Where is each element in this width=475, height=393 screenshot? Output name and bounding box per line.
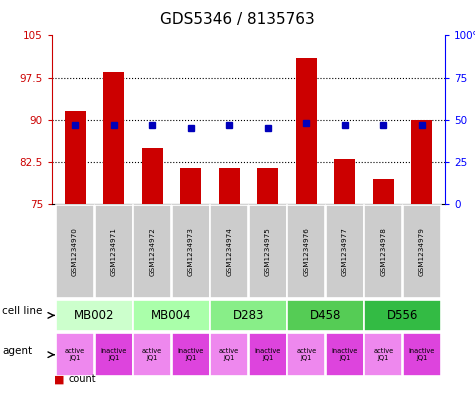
Text: active
JQ1: active JQ1 xyxy=(296,348,316,362)
Text: D556: D556 xyxy=(387,309,418,322)
Bar xyxy=(334,159,355,204)
Text: GSM1234972: GSM1234972 xyxy=(149,227,155,276)
Text: ■: ■ xyxy=(54,374,65,384)
Text: inactive
JQ1: inactive JQ1 xyxy=(255,348,281,362)
Bar xyxy=(249,205,286,298)
Bar xyxy=(287,333,325,376)
Text: GSM1234979: GSM1234979 xyxy=(419,227,425,276)
Bar xyxy=(210,333,248,376)
Bar xyxy=(210,300,286,331)
Bar xyxy=(287,205,325,298)
Text: inactive
JQ1: inactive JQ1 xyxy=(408,348,435,362)
Text: MB004: MB004 xyxy=(151,309,192,322)
Text: MB002: MB002 xyxy=(74,309,114,322)
Text: GDS5346 / 8135763: GDS5346 / 8135763 xyxy=(160,12,315,27)
Bar xyxy=(133,300,209,331)
Text: GSM1234974: GSM1234974 xyxy=(226,227,232,276)
Bar xyxy=(142,148,163,204)
Text: active
JQ1: active JQ1 xyxy=(219,348,239,362)
Bar xyxy=(56,300,133,331)
Bar xyxy=(56,333,94,376)
Bar xyxy=(103,72,124,204)
Bar xyxy=(65,112,86,204)
Text: count: count xyxy=(68,374,96,384)
Bar xyxy=(133,205,171,298)
Bar xyxy=(326,205,364,298)
Text: GSM1234971: GSM1234971 xyxy=(111,227,117,276)
Bar xyxy=(287,300,364,331)
Bar xyxy=(95,205,133,298)
Text: active
JQ1: active JQ1 xyxy=(373,348,393,362)
Text: GSM1234976: GSM1234976 xyxy=(304,227,309,276)
Text: D458: D458 xyxy=(310,309,341,322)
Text: GSM1234973: GSM1234973 xyxy=(188,227,194,276)
Bar xyxy=(326,333,364,376)
Bar xyxy=(257,168,278,204)
Bar xyxy=(403,205,441,298)
Bar xyxy=(56,205,94,298)
Text: inactive
JQ1: inactive JQ1 xyxy=(100,348,127,362)
Text: active
JQ1: active JQ1 xyxy=(65,348,85,362)
Bar xyxy=(373,179,394,204)
Bar xyxy=(95,333,133,376)
Bar xyxy=(403,333,441,376)
Bar xyxy=(218,168,240,204)
Text: inactive
JQ1: inactive JQ1 xyxy=(178,348,204,362)
Text: D283: D283 xyxy=(233,309,264,322)
Bar xyxy=(210,205,248,298)
Bar xyxy=(364,333,402,376)
Bar xyxy=(172,205,209,298)
Bar xyxy=(180,168,201,204)
Text: GSM1234978: GSM1234978 xyxy=(380,227,386,276)
Text: cell line: cell line xyxy=(2,307,43,316)
Bar xyxy=(249,333,286,376)
Bar xyxy=(411,120,432,204)
Text: active
JQ1: active JQ1 xyxy=(142,348,162,362)
Bar xyxy=(133,333,171,376)
Text: inactive
JQ1: inactive JQ1 xyxy=(332,348,358,362)
Bar xyxy=(364,300,441,331)
Text: agent: agent xyxy=(2,346,32,356)
Text: GSM1234975: GSM1234975 xyxy=(265,227,271,276)
Text: GSM1234977: GSM1234977 xyxy=(342,227,348,276)
Bar xyxy=(296,58,317,204)
Text: GSM1234970: GSM1234970 xyxy=(72,227,78,276)
Bar xyxy=(172,333,209,376)
Bar xyxy=(364,205,402,298)
